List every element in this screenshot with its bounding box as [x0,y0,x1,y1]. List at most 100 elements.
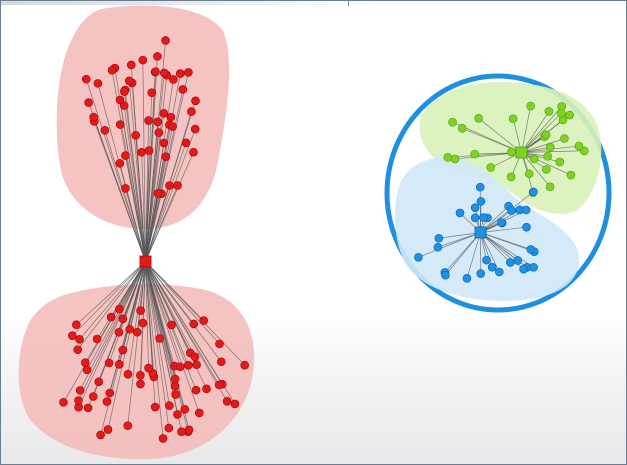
left-bottom-edge [76,261,146,325]
left-top-edge [145,75,168,262]
blue-cluster-node [507,206,516,215]
left-top-cluster-blob [56,5,230,230]
green-cluster-node [543,152,553,161]
blue-cluster-edge [437,232,481,248]
blue-cluster-node [455,208,465,218]
left-top-node [153,117,162,127]
blue-cluster-node [476,269,486,278]
left-bottom-node [175,362,185,372]
left-bottom-node [194,408,204,418]
left-top-edge [128,80,146,262]
left-top-edge [145,128,196,262]
left-bottom-node [171,390,180,399]
green-cluster-node [557,108,566,118]
left-top-node [184,68,193,77]
left-bottom-node [215,339,224,349]
blue-cluster-nodes [414,182,539,283]
green-cluster-node [565,110,575,120]
green-cluster-node [524,169,534,179]
blue-cluster-node [495,267,504,277]
blue-cluster-node [434,233,444,243]
left-bottom-node [102,397,112,406]
green-cluster-node [545,142,555,152]
left-top-node [147,88,157,98]
left-bottom-edge [145,261,195,325]
green-cluster-edge [521,152,560,163]
green-cluster-node [506,172,516,182]
left-top-node [121,151,130,160]
left-bottom-node [202,384,211,394]
blue-cluster-edge [445,232,481,276]
left-top-node [166,112,176,122]
green-cluster-edge [521,106,562,153]
left-top-node [137,147,146,157]
left-bottom-edge [145,261,220,345]
blue-cluster-node [529,263,538,272]
blue-cluster-node [414,252,423,262]
blue-cluster-node [476,197,486,206]
left-top-edge [145,72,189,262]
left-bottom-node [92,334,102,344]
left-top-edge [123,105,146,262]
left-network-nodes [59,36,250,443]
left-network [18,5,255,460]
top-caption-tick [348,1,349,6]
left-top-node [93,79,103,88]
left-bottom-node [123,421,133,430]
left-bottom-node [80,358,90,367]
blue-cluster-edge [480,226,527,233]
left-top-edge [145,156,167,262]
green-cluster-nodes [443,101,589,197]
left-top-edge [125,188,146,262]
left-bottom-node [75,386,85,395]
left-bottom-node [144,363,153,373]
blue-cluster-node [529,187,538,197]
left-top-edge [145,150,150,262]
left-bottom-node [192,360,201,370]
left-top-node [144,146,154,155]
green-cluster-node [544,107,554,116]
green-cluster-edge [521,150,585,153]
right-network [384,73,612,313]
left-bottom-node [138,318,148,328]
left-bottom-edge [145,261,181,367]
blue-cluster-edge [480,232,500,273]
left-top-node [153,52,162,61]
left-bottom-node [190,352,200,362]
left-top-node [173,181,182,190]
left-top-edge [135,135,146,262]
blue-cluster-edge [418,232,481,258]
left-top-edge [85,79,146,262]
left-bottom-node [106,312,116,322]
left-bottom-edge [145,261,156,408]
left-bottom-edge [107,261,146,430]
left-top-node [138,55,148,65]
blue-cluster-edge [438,232,481,239]
left-bottom-edge [119,261,146,310]
green-cluster-node [450,154,460,164]
left-top-edge [104,130,146,262]
left-top-node [165,181,174,190]
left-top-node [190,124,200,134]
left-bottom-node [214,380,224,390]
left-bottom-node [177,427,186,436]
left-bottom-node [68,331,77,340]
left-top-node [115,159,125,168]
left-top-node [81,74,91,84]
left-bottom-edge [145,261,170,406]
left-top-node [131,131,140,140]
left-bottom-node [74,396,83,405]
left-top-node [159,68,169,78]
blue-cluster-node [497,218,506,227]
blue-hub-node [474,226,487,239]
left-bottom-node [123,369,133,379]
left-top-node [115,120,125,129]
blue-cluster-node [519,264,528,274]
left-top-node [151,67,160,77]
blue-cluster-node [522,222,531,232]
left-top-node [144,116,153,125]
green-cluster-node [555,157,565,167]
left-top-node [115,95,125,105]
left-top-node [161,36,170,45]
